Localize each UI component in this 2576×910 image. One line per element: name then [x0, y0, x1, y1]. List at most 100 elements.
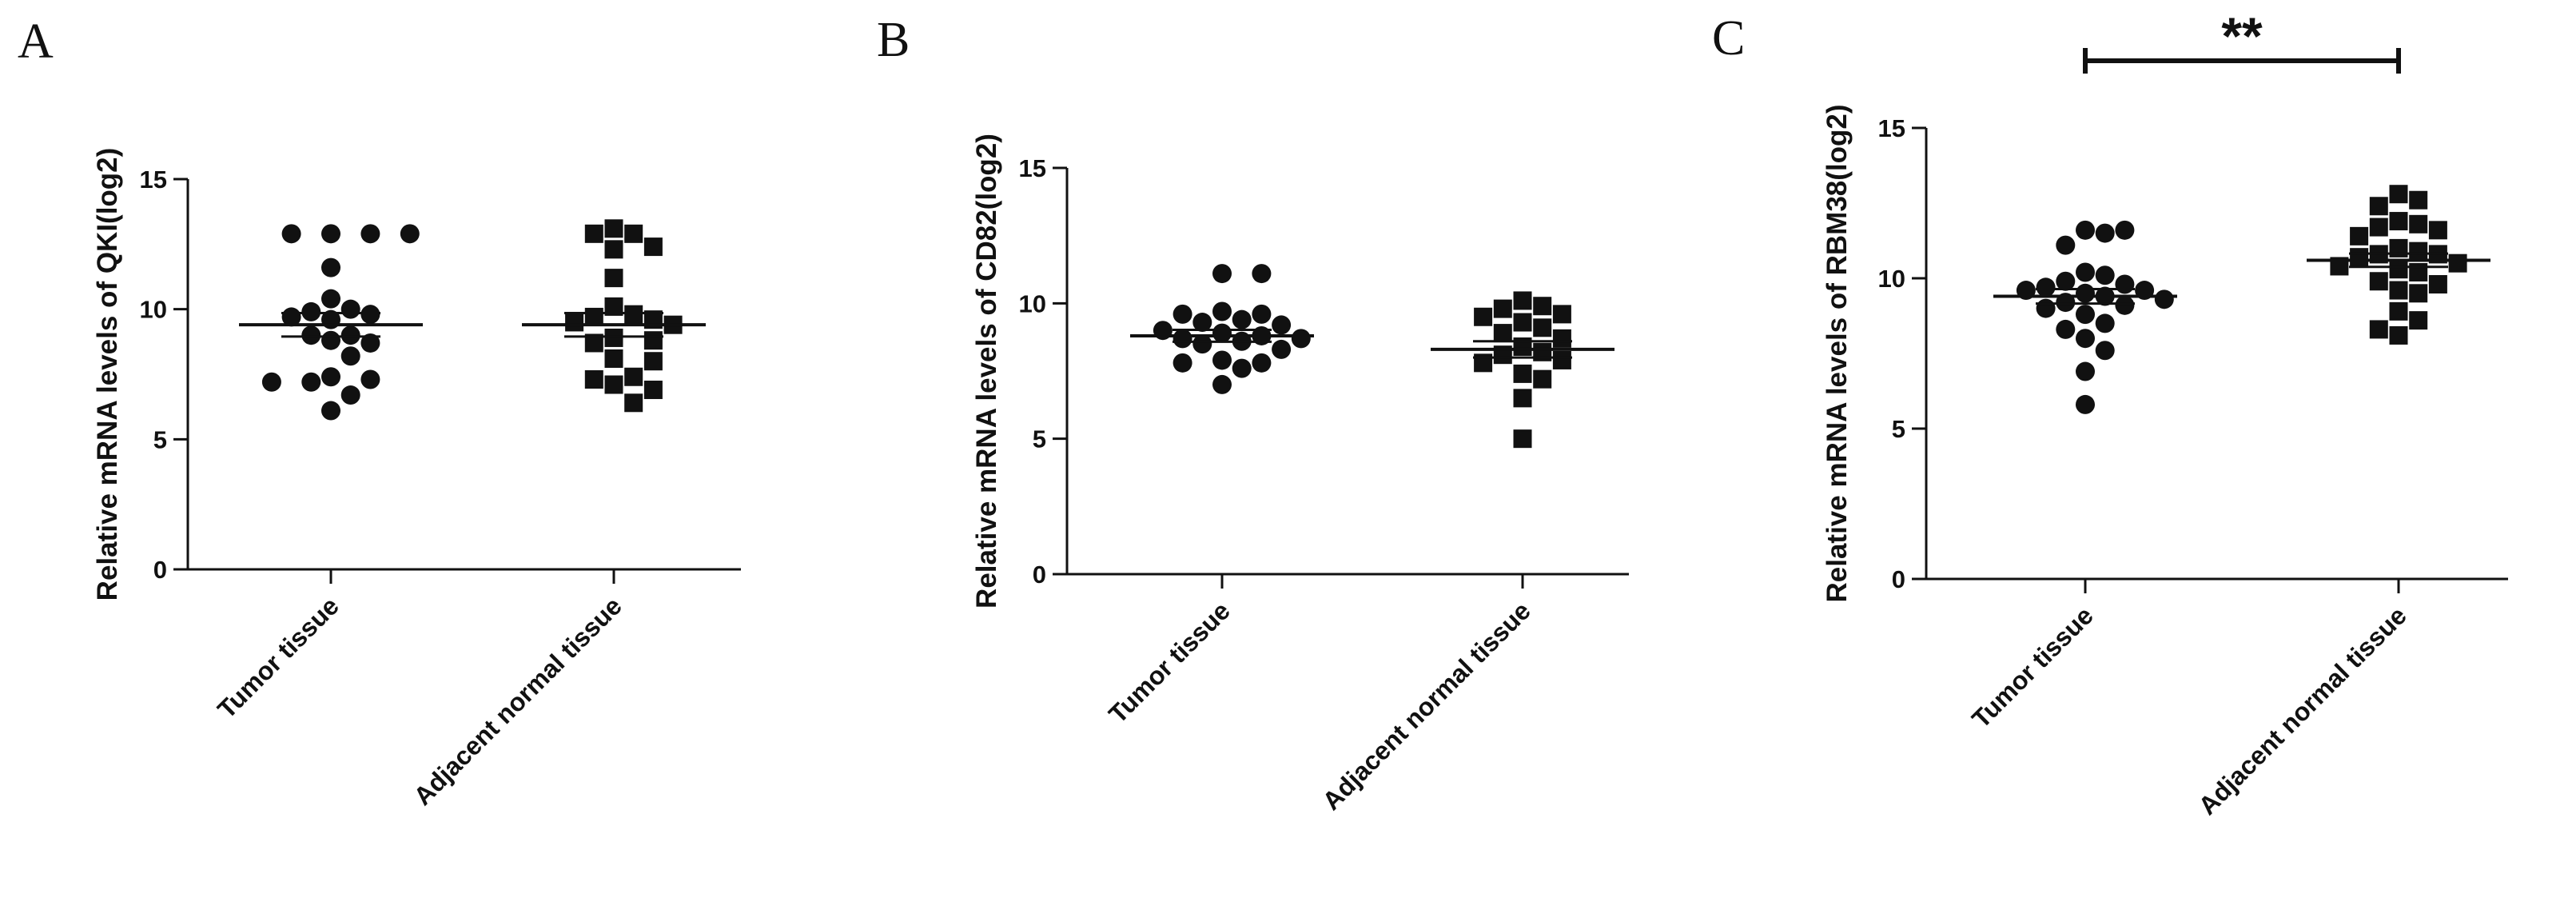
data-point-square: [604, 219, 623, 238]
data-point-square: [643, 352, 663, 371]
data-point-square: [604, 349, 623, 368]
y-tick-label: 0: [153, 556, 167, 584]
data-point-circle: [2095, 341, 2115, 361]
data-point-circle: [360, 305, 380, 325]
data-point-circle: [1212, 264, 1232, 284]
data-point-square: [1513, 313, 1532, 332]
data-point-circle: [321, 257, 340, 277]
data-point-square: [2428, 221, 2447, 240]
data-point-circle: [2076, 329, 2095, 349]
data-point-square: [2389, 260, 2408, 279]
data-point-square: [604, 375, 623, 394]
category-label: Adjacent normal tissue: [1317, 596, 1536, 815]
data-point-circle: [1173, 353, 1192, 373]
y-axis-title: Relative mRNA levels of QKI(log2): [92, 148, 123, 601]
y-tick-label: 5: [1033, 425, 1046, 453]
y-tick-label: 10: [1019, 289, 1046, 317]
data-point-circle: [2115, 295, 2135, 315]
significance-label: **: [2221, 6, 2263, 66]
data-point-square: [2369, 218, 2388, 237]
data-point-circle: [301, 301, 321, 321]
data-point-square: [1533, 318, 1552, 337]
data-point-circle: [1252, 353, 1272, 373]
data-point-circle: [1192, 313, 1212, 333]
data-point-circle: [2036, 298, 2056, 318]
data-point-square: [2409, 284, 2428, 303]
data-point-circle: [2036, 277, 2056, 297]
data-point-circle: [321, 289, 340, 309]
data-point-circle: [301, 325, 321, 345]
data-point-circle: [1173, 304, 1192, 324]
data-point-square: [1474, 307, 1493, 326]
data-point-square: [1493, 324, 1512, 343]
data-point-square: [624, 305, 643, 324]
y-axis-title: Relative mRNA levels of CD82(log2): [971, 134, 1002, 609]
data-point-square: [643, 381, 663, 400]
data-point-square: [643, 331, 663, 350]
data-point-square: [1513, 364, 1532, 383]
data-point-square: [1513, 389, 1532, 408]
data-point-square: [2389, 281, 2408, 300]
data-point-circle: [321, 401, 340, 421]
panel-a: A 0 5 10 15 Relative mRNA levels of QKI(log2)…: [18, 14, 741, 811]
category-label: Adjacent normal tissue: [408, 591, 627, 810]
data-point-circle: [2076, 305, 2095, 325]
data-point-square: [1533, 297, 1552, 316]
data-point-square: [2409, 311, 2428, 330]
y-tick-label: 5: [153, 425, 167, 453]
data-point-square: [624, 393, 643, 413]
y-tick-label: 0: [1033, 561, 1046, 589]
data-point-circle: [1272, 339, 1292, 359]
y-tick-label: 10: [1878, 265, 1905, 293]
data-point-square: [584, 333, 603, 353]
data-point-square: [1513, 429, 1532, 449]
data-point-circle: [2056, 235, 2076, 255]
data-point-circle: [321, 224, 340, 244]
data-point-circle: [281, 224, 301, 244]
data-point-circle: [340, 385, 360, 405]
data-point-square: [2350, 248, 2369, 267]
data-point-circle: [2076, 220, 2095, 240]
data-point-circle: [2154, 289, 2174, 309]
data-point-square: [2409, 190, 2428, 210]
data-point-square: [2389, 212, 2408, 231]
data-point-square: [584, 224, 603, 243]
panel-letter: C: [1712, 11, 1745, 66]
panel-b: B 0 5 10 15 Relative mRNA levels of CD82(log2…: [877, 13, 1629, 816]
data-point-circle: [2056, 319, 2076, 339]
data-point-circle: [2076, 361, 2095, 381]
data-point-square: [604, 297, 623, 316]
data-point-square: [2409, 241, 2428, 261]
data-point-circle: [360, 224, 380, 244]
data-point-circle: [1291, 329, 1311, 349]
data-point-circle: [1173, 329, 1192, 349]
data-point-circle: [1212, 350, 1232, 370]
data-point-square: [604, 328, 623, 347]
data-point-square: [584, 370, 603, 389]
category-label: Tumor tissue: [1966, 601, 2099, 733]
data-point-circle: [261, 372, 281, 392]
panel-letter: B: [877, 13, 910, 67]
y-tick-label: 15: [140, 166, 167, 194]
data-point-circle: [2076, 394, 2095, 414]
data-point-circle: [1272, 315, 1292, 335]
y-tick-label: 0: [1892, 565, 1905, 593]
data-point-circle: [1212, 374, 1232, 394]
data-point-square: [2389, 185, 2408, 204]
data-point-square: [1552, 329, 1571, 348]
category-label: Tumor tissue: [212, 591, 344, 724]
data-point-square: [1493, 299, 1512, 318]
y-tick-label: 15: [1878, 114, 1905, 142]
data-point-circle: [360, 369, 380, 389]
data-point-circle: [1212, 301, 1232, 321]
data-point-square: [604, 269, 623, 288]
data-point-square: [2389, 325, 2408, 345]
data-point-circle: [1192, 334, 1212, 354]
category-label: Adjacent normal tissue: [2193, 601, 2412, 820]
panel-c: C 0 5 10 15 Relative mRNA levels of RBM38(log…: [1712, 6, 2508, 820]
data-point-square: [2428, 275, 2447, 294]
data-point-square: [643, 237, 663, 257]
data-point-circle: [1252, 264, 1272, 284]
category-label: Tumor tissue: [1103, 596, 1236, 728]
data-point-square: [624, 224, 643, 243]
